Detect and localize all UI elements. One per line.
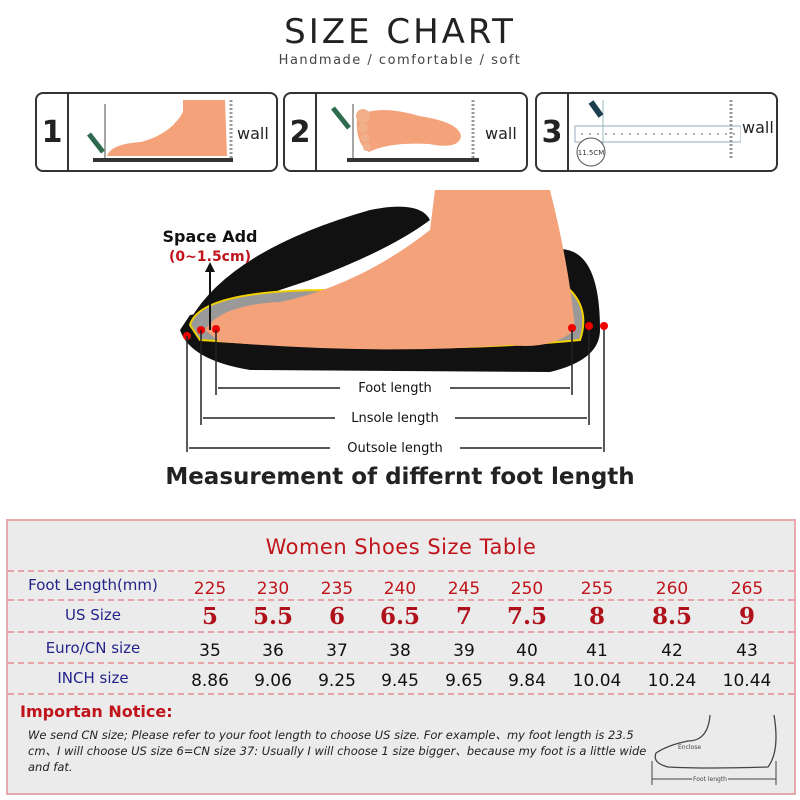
table-cell: 10.44 [722, 671, 772, 691]
foot-top-illustration [331, 100, 479, 162]
table-cell: 35 [199, 641, 221, 661]
table-cell: 6.5 [379, 603, 420, 630]
table-row-foot-length: Foot Length(mm) 225 230 235 240 245 250 255 260… [8, 570, 794, 602]
table-row-inch-size: INCH size 8.86 9.06 9.25 9.45 9.65 9.84 10.04 1… [8, 662, 794, 694]
foot-length-label: Foot length [358, 381, 432, 396]
table-cell: 8.86 [191, 671, 229, 691]
table-cell: 5.5 [252, 603, 293, 630]
table-cell: 6 [328, 603, 345, 630]
table-cell: 36 [262, 641, 284, 661]
wall-label: wall [742, 118, 774, 137]
step-2-panel: 2 wall [283, 92, 528, 172]
page-title: SIZE CHART [284, 12, 516, 52]
step-number: 3 [537, 94, 569, 170]
table-cell: 240 [383, 579, 417, 599]
insole-heel-dot [585, 322, 593, 330]
outsole-heel-dot [600, 322, 608, 330]
table-cell: 10.04 [572, 671, 622, 691]
table-cell: 9.45 [381, 671, 419, 691]
ruler-illustration: 11.5CM [574, 100, 741, 167]
table-cell: 9.25 [318, 671, 356, 691]
table-cell: 265 [730, 579, 764, 599]
wall-label: wall [237, 124, 269, 143]
foot-side-illustration [87, 100, 233, 162]
table-cell: 7 [455, 603, 472, 630]
sketch-foot-length-label: Foot length [693, 776, 727, 783]
table-cell: 43 [736, 641, 758, 661]
insole-length-label: Lnsole length [351, 411, 438, 426]
table-cell: 260 [655, 579, 689, 599]
sketch-enclose-label: Enclose [678, 744, 701, 751]
row-label: Euro/CN size [45, 639, 141, 657]
row-label: INCH size [57, 669, 129, 687]
table-cell: 245 [447, 579, 481, 599]
table-cell: 8 [588, 603, 605, 630]
foot-heel-dot [568, 324, 576, 332]
step-number: 2 [285, 94, 317, 170]
step-number: 1 [37, 94, 69, 170]
row-label: US Size [64, 606, 122, 624]
table-cell: 41 [586, 641, 608, 661]
subtitle: Handmade / comfortable / soft [278, 53, 522, 68]
table-cell: 37 [326, 641, 348, 661]
table-row-euro-size: Euro/CN size 35 36 37 38 39 40 41 42 43 [8, 631, 794, 663]
table-title: Women Shoes Size Table [265, 535, 537, 559]
outsole-length-label: Outsole length [347, 441, 442, 456]
table-cell: 9.06 [254, 671, 292, 691]
table-cell: 8.5 [651, 603, 692, 630]
notice-heading: Importan Notice: [20, 702, 173, 721]
table-cell: 9 [738, 603, 755, 630]
table-cell: 9.84 [508, 671, 546, 691]
size-table: Women Shoes Size Table Foot Length(mm) 2… [6, 519, 796, 795]
diagram-caption: Measurement of differnt foot length [165, 464, 635, 490]
table-cell: 235 [320, 579, 354, 599]
table-cell: 230 [256, 579, 290, 599]
step-3-panel: 3 11.5CM wall [535, 92, 778, 172]
table-cell: 5 [201, 603, 218, 630]
table-row-us-size: US Size 5 5.5 6 6.5 7 7.5 8 8.5 9 [8, 599, 794, 631]
table-cell: 250 [510, 579, 544, 599]
notice-text: We send CN size; Please refer to your fo… [28, 728, 647, 774]
table-cell: 42 [661, 641, 683, 661]
table-cell: 225 [193, 579, 227, 599]
space-add-label: Space Add [163, 227, 258, 246]
table-cell: 39 [453, 641, 475, 661]
step-1-panel: 1 wall [35, 92, 278, 172]
table-cell: 38 [389, 641, 411, 661]
space-range-label: (0~1.5cm) [169, 249, 251, 265]
table-cell: 9.65 [445, 671, 483, 691]
foot-toe-dot [212, 325, 220, 333]
table-cell: 40 [516, 641, 538, 661]
table-cell: 10.24 [647, 671, 697, 691]
table-cell: 255 [580, 579, 614, 599]
ruler-label: 11.5CM [578, 149, 605, 157]
row-label: Foot Length(mm) [28, 576, 158, 594]
table-cell: 7.5 [506, 603, 547, 630]
wall-label: wall [485, 124, 517, 143]
foot-length-diagram: Space Add (0~1.5cm) Foot length Lnsole l… [163, 190, 608, 456]
foot-sketch-icon: Enclose Foot length [651, 714, 777, 785]
